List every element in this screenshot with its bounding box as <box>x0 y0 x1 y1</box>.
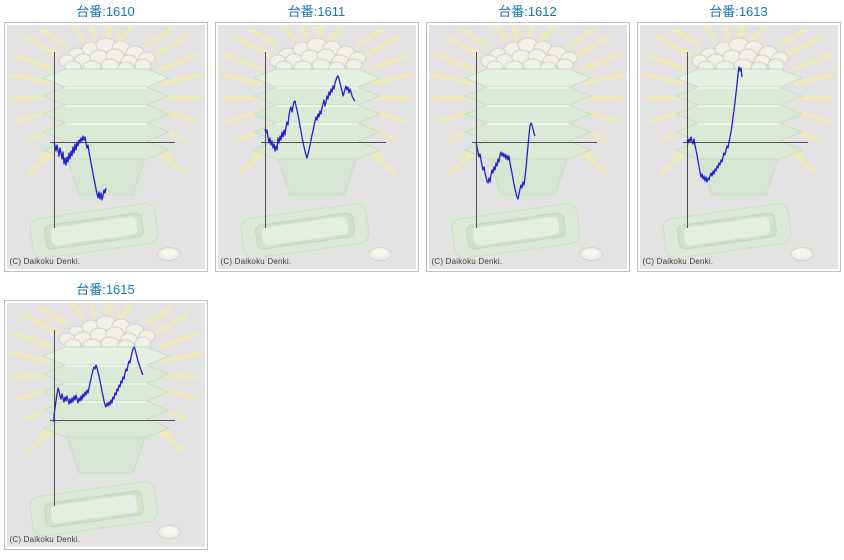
slump-line <box>263 75 355 159</box>
machine-cell-1611: 台番:1611 (C) Daikoku Denki. <box>211 2 422 272</box>
machine-cell-1613: 台番:1613 (C) Daikoku Denki. <box>633 2 844 272</box>
copyright-text: (C) Daikoku Denki. <box>9 257 81 266</box>
machine-number-link[interactable]: 台番:1615 <box>76 282 135 297</box>
slump-graph-panel: (C) Daikoku Denki. <box>214 22 419 272</box>
slump-line <box>52 135 107 201</box>
machine-cell-1612: 台番:1612 (C) Daikoku Denki. <box>422 2 633 272</box>
copyright-text: (C) Daikoku Denki. <box>431 257 503 266</box>
slump-graph-panel: (C) Daikoku Denki. <box>3 22 208 272</box>
machine-number-link[interactable]: 台番:1612 <box>498 4 557 19</box>
copyright-text: (C) Daikoku Denki. <box>642 257 714 266</box>
slump-graph-panel: (C) Daikoku Denki. <box>636 22 841 272</box>
slump-line <box>474 122 536 200</box>
machine-cell-1615: 台番:1615 (C) Daikoku Denki. <box>0 280 211 550</box>
copyright-text: (C) Daikoku Denki. <box>9 535 81 544</box>
machine-cell-1610: 台番:1610 (C) Daikoku Denki. <box>0 2 211 272</box>
slump-graph-panel: (C) Daikoku Denki. <box>425 22 630 272</box>
machine-number-link[interactable]: 台番:1610 <box>76 4 135 19</box>
copyright-text: (C) Daikoku Denki. <box>220 257 292 266</box>
slump-graph-panel: (C) Daikoku Denki. <box>3 300 208 550</box>
slump-line <box>685 66 743 183</box>
machine-number-link[interactable]: 台番:1613 <box>709 4 768 19</box>
machine-number-link[interactable]: 台番:1611 <box>287 4 346 19</box>
slump-line <box>52 346 144 422</box>
